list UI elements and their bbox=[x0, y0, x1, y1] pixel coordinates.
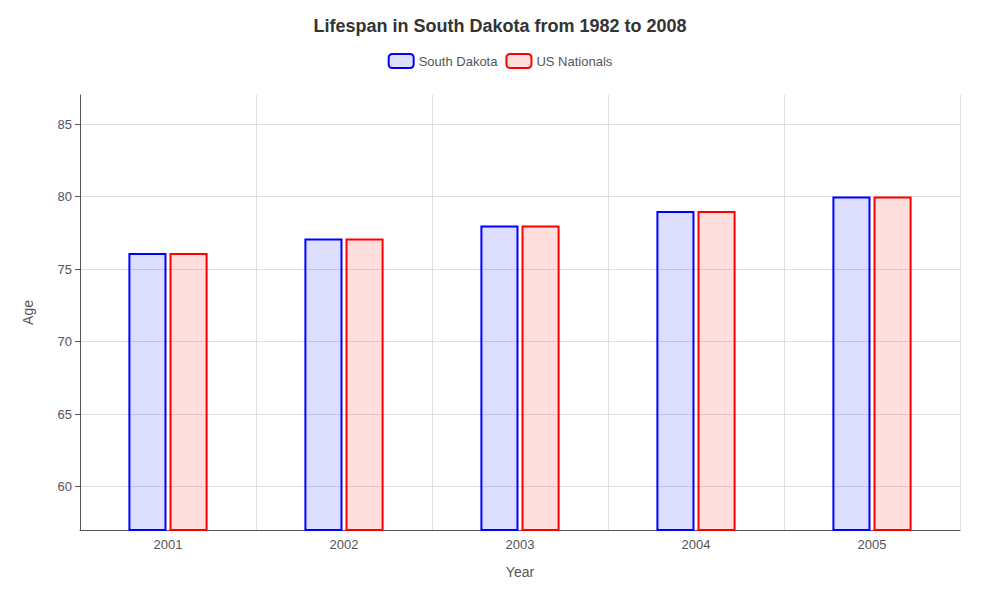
svg-text:South Dakota: South Dakota bbox=[419, 54, 499, 69]
svg-text:85: 85 bbox=[58, 117, 72, 132]
svg-text:70: 70 bbox=[58, 334, 72, 349]
svg-text:US Nationals: US Nationals bbox=[536, 54, 612, 69]
svg-text:2002: 2002 bbox=[330, 537, 359, 552]
svg-text:60: 60 bbox=[58, 479, 72, 494]
svg-text:65: 65 bbox=[58, 407, 72, 422]
svg-text:75: 75 bbox=[58, 262, 72, 277]
svg-text:Lifespan in South Dakota from: Lifespan in South Dakota from 1982 to 20… bbox=[313, 16, 686, 36]
svg-text:2003: 2003 bbox=[506, 537, 535, 552]
svg-text:2001: 2001 bbox=[154, 537, 183, 552]
svg-text:2005: 2005 bbox=[858, 537, 887, 552]
svg-text:Age: Age bbox=[20, 300, 36, 325]
svg-text:2004: 2004 bbox=[682, 537, 711, 552]
svg-text:80: 80 bbox=[58, 189, 72, 204]
svg-text:Year: Year bbox=[506, 564, 535, 580]
